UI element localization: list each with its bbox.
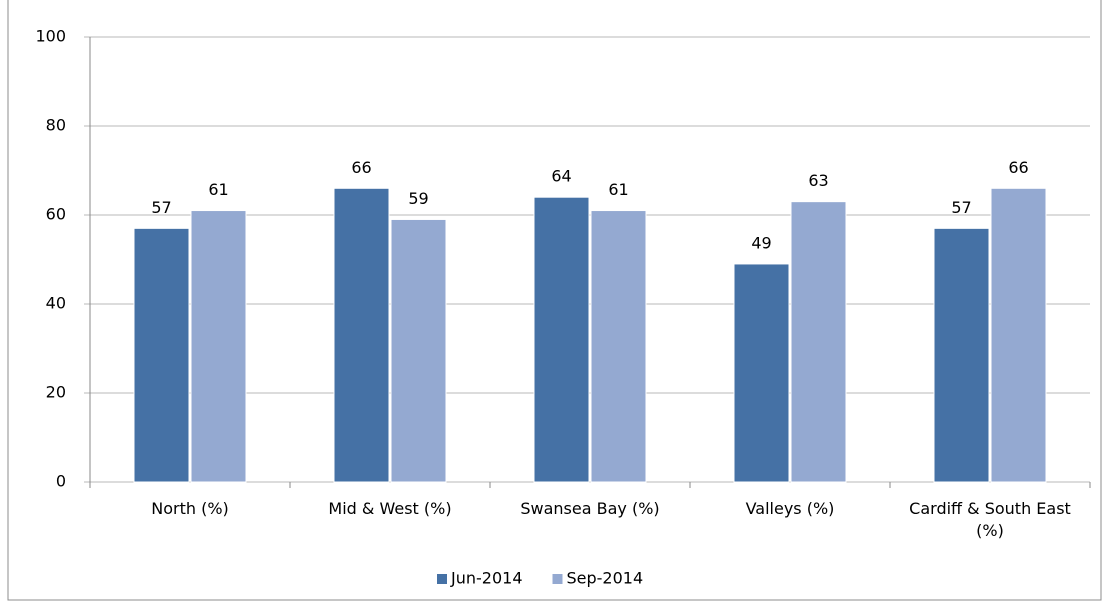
bar <box>133 227 190 483</box>
bar <box>533 196 590 483</box>
data-label: 61 <box>208 180 228 199</box>
bar <box>390 218 447 483</box>
y-tick-label: 60 <box>46 205 66 224</box>
data-label: 57 <box>151 198 171 217</box>
y-tick-label: 80 <box>46 116 66 135</box>
data-label: 66 <box>351 158 371 177</box>
x-tick-label: Mid & West (%) <box>328 499 452 518</box>
data-label: 49 <box>751 233 771 252</box>
bar <box>333 187 390 483</box>
data-label: 64 <box>551 167 571 186</box>
data-label: 57 <box>951 198 971 217</box>
data-label: 63 <box>808 171 828 190</box>
data-label: 59 <box>408 189 428 208</box>
data-label: 66 <box>1008 158 1028 177</box>
y-tick-label: 20 <box>46 383 66 402</box>
legend-label: Sep-2014 <box>567 569 644 588</box>
bar <box>590 210 647 483</box>
x-tick-label: Valleys (%) <box>745 499 835 518</box>
x-tick-label: Cardiff & South East (%) <box>909 499 1071 540</box>
bar <box>190 210 247 483</box>
legend-label: Jun-2014 <box>450 569 523 588</box>
x-tick-label: North (%) <box>151 499 229 518</box>
bar <box>733 263 790 483</box>
legend-swatch <box>552 574 563 584</box>
y-tick-label: 40 <box>46 294 66 313</box>
bar <box>933 227 990 483</box>
y-tick-label: 0 <box>56 472 66 491</box>
bar <box>990 187 1047 483</box>
bar <box>790 201 847 483</box>
x-tick-label: Swansea Bay (%) <box>520 499 660 518</box>
legend-swatch <box>437 574 447 584</box>
chart-border <box>7 0 1102 601</box>
y-tick-label: 100 <box>35 27 66 46</box>
data-label: 61 <box>608 180 628 199</box>
